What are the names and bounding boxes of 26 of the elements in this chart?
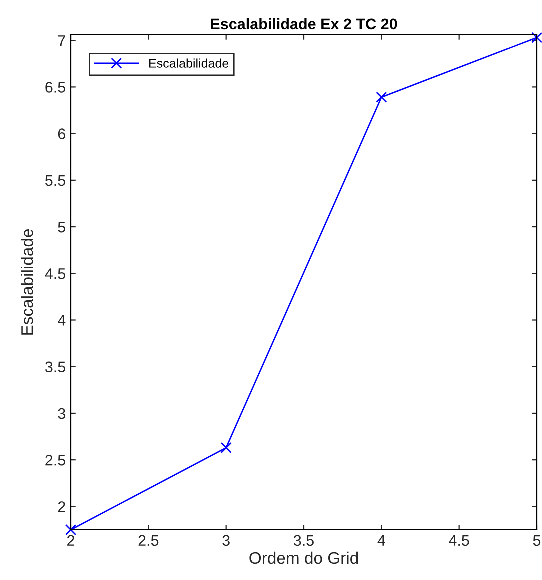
y-tick-label: 4 <box>58 315 66 326</box>
x-tick-label: 3.5 <box>294 535 314 546</box>
y-tick-label: 3.5 <box>45 362 66 373</box>
y-tick-label: 3 <box>58 408 66 420</box>
point <box>65 524 77 536</box>
point <box>220 442 232 454</box>
y-tick-label: 7 <box>58 36 66 46</box>
y-axis-title: Escalabilidade <box>21 230 34 335</box>
x-tick-label: 2.5 <box>138 535 159 546</box>
y-tick-label: 6 <box>58 128 66 140</box>
x-tick-label: 2 <box>68 535 74 546</box>
y-tick-label: 2 <box>58 502 66 512</box>
y-tick-label: 2.5 <box>46 454 66 466</box>
point <box>376 92 388 104</box>
y-tick-label: 5 <box>58 222 66 233</box>
legend-label: Escalabilidade <box>150 58 229 68</box>
x-tick-label: 3 <box>222 535 230 546</box>
point <box>531 32 542 44</box>
x-tick-label: 5 <box>533 535 541 546</box>
y-tick-label: 4.5 <box>45 268 66 280</box>
chart-title: Escalabilidade Ex 2 TC 20 <box>211 18 398 30</box>
x-tick-label: 4 <box>378 535 386 546</box>
x-tick-label: 4.5 <box>449 535 470 546</box>
y-tick-label: 5.5 <box>46 175 66 186</box>
x-axis-title: Ordem do Grid <box>250 552 358 564</box>
y-tick-label: 6.5 <box>46 82 66 93</box>
